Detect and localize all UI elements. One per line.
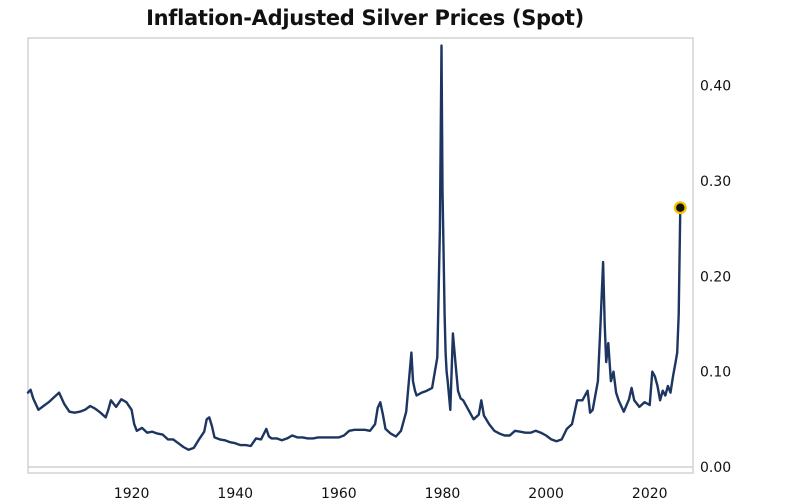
latest-value-marker bbox=[676, 203, 685, 212]
price-series-line bbox=[26, 44, 682, 451]
y-tick-label: 0.40 bbox=[700, 79, 731, 95]
y-tick-label: 0.10 bbox=[700, 365, 731, 381]
x-tick-label: 2000 bbox=[528, 486, 564, 502]
x-tick-label: 2020 bbox=[632, 486, 668, 502]
y-tick-label: 0.30 bbox=[700, 174, 731, 190]
y-tick-label: 0.00 bbox=[700, 460, 731, 476]
y-axis: 0.00 0.10 0.20 0.30 0.40 bbox=[700, 79, 731, 476]
y-tick-label: 0.20 bbox=[700, 269, 731, 285]
x-axis: 1920 1940 1960 1980 2000 2020 bbox=[114, 486, 668, 502]
plot-frame bbox=[27, 37, 694, 474]
x-tick-label: 1940 bbox=[217, 486, 253, 502]
x-tick-label: 1980 bbox=[425, 486, 461, 502]
x-tick-label: 1920 bbox=[114, 486, 150, 502]
chart-title: Inflation-Adjusted Silver Prices (Spot) bbox=[146, 6, 584, 30]
x-tick-label: 1960 bbox=[321, 486, 357, 502]
